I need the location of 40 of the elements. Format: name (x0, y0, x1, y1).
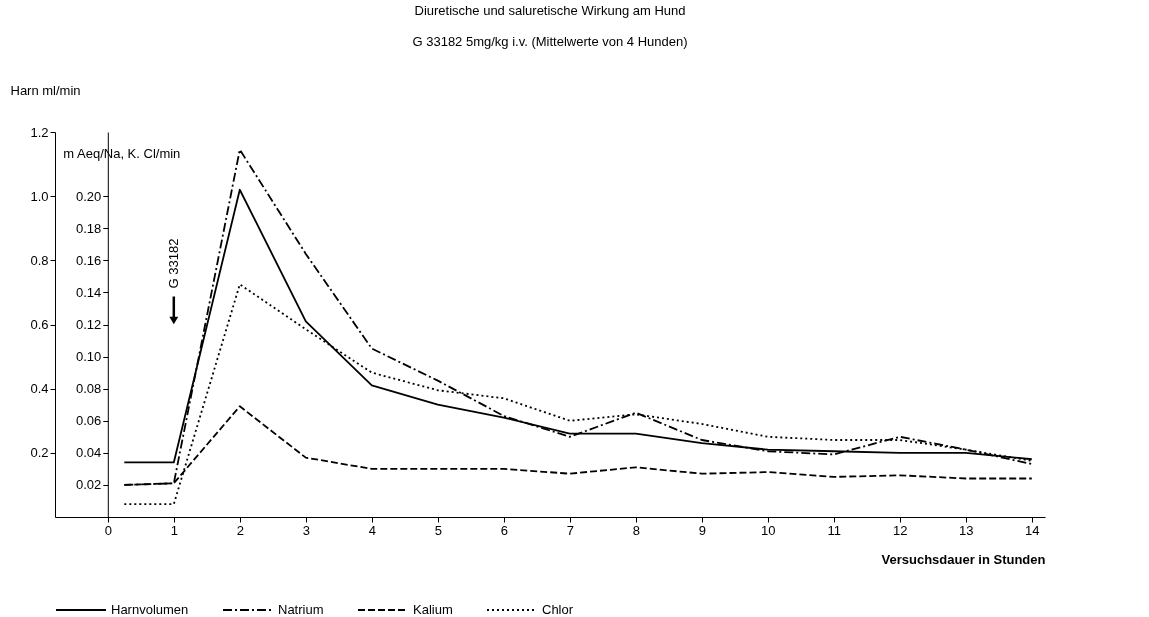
x-tick-label: 7 (566, 522, 574, 538)
x-tick-label: 11 (827, 522, 842, 538)
y-tick-label: 0.2 (30, 445, 49, 461)
x-tick-label: 0 (104, 522, 112, 538)
x-tick-label: 9 (698, 522, 706, 538)
y-axis-title: Harn ml/min (10, 82, 81, 98)
y2-tick-label: 0.08 (75, 381, 102, 397)
y2-tick-label: 0.14 (75, 284, 102, 300)
y-tick-label: 0.4 (30, 381, 49, 397)
y-tick-label: 0.6 (30, 317, 49, 332)
y-tick-label: 0.8 (30, 252, 49, 268)
legend-label: Kalium (413, 602, 453, 617)
x-tick-label: 2 (236, 522, 244, 538)
y-tick-label: 1.0 (30, 188, 49, 204)
y2-tick-label: 0.18 (75, 220, 102, 236)
chart-subtitle: G 33182 5mg/kg i.v. (Mittelwerte von 4 Hunden) (412, 34, 688, 49)
y2-tick-label: 0.02 (75, 477, 102, 493)
y2-tick-label: 0.06 (75, 413, 102, 429)
y-tick-label: 1.2 (30, 124, 49, 140)
legend-label: Chlor (542, 602, 574, 617)
annotation: G 33182 (165, 238, 181, 289)
y2-tick-label: 0.20 (75, 188, 102, 204)
x-tick-label: 3 (302, 522, 310, 538)
x-tick-label: 5 (434, 522, 442, 538)
y2-tick-label: 0.16 (75, 252, 102, 268)
x-tick-label: 1 (170, 522, 178, 538)
y2-tick-label: 0.04 (75, 445, 102, 461)
x-tick-label: 12 (893, 522, 908, 538)
x-axis-title: Versuchsdauer in Stunden (881, 551, 1046, 567)
y2-tick-label: 0.12 (75, 317, 102, 332)
y2-tick-label: 0.10 (75, 349, 102, 365)
legend-label: Natrium (278, 602, 324, 617)
x-tick-label: 14 (1025, 522, 1040, 538)
x-tick-label: 10 (761, 522, 776, 538)
x-tick-label: 8 (632, 522, 640, 538)
x-tick-label: 13 (959, 522, 974, 538)
chart-title: Diuretische und saluretische Wirkung am Hund (414, 3, 686, 18)
x-tick-label: 6 (500, 522, 508, 538)
legend-label: Harnvolumen (111, 602, 189, 617)
x-tick-label: 4 (368, 522, 376, 538)
